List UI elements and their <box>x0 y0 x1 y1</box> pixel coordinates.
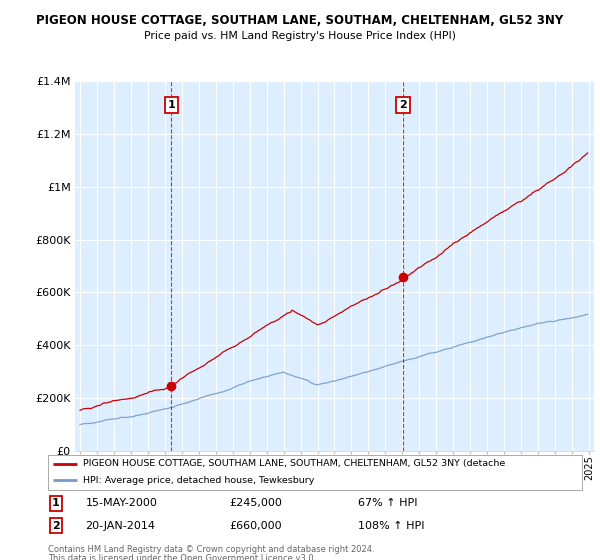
Text: 15-MAY-2000: 15-MAY-2000 <box>85 498 157 508</box>
Text: £660,000: £660,000 <box>230 521 282 530</box>
Text: 2: 2 <box>399 100 407 110</box>
Text: 20-JAN-2014: 20-JAN-2014 <box>85 521 155 530</box>
Text: PIGEON HOUSE COTTAGE, SOUTHAM LANE, SOUTHAM, CHELTENHAM, GL52 3NY: PIGEON HOUSE COTTAGE, SOUTHAM LANE, SOUT… <box>37 14 563 27</box>
Text: Contains HM Land Registry data © Crown copyright and database right 2024.: Contains HM Land Registry data © Crown c… <box>48 545 374 554</box>
Text: 1: 1 <box>52 498 60 508</box>
Text: 67% ↑ HPI: 67% ↑ HPI <box>358 498 417 508</box>
Text: PIGEON HOUSE COTTAGE, SOUTHAM LANE, SOUTHAM, CHELTENHAM, GL52 3NY (detache: PIGEON HOUSE COTTAGE, SOUTHAM LANE, SOUT… <box>83 459 505 469</box>
Bar <box>171 81 403 451</box>
Text: 2: 2 <box>52 521 60 530</box>
Text: 108% ↑ HPI: 108% ↑ HPI <box>358 521 424 530</box>
Text: Price paid vs. HM Land Registry's House Price Index (HPI): Price paid vs. HM Land Registry's House … <box>144 31 456 41</box>
Text: HPI: Average price, detached house, Tewkesbury: HPI: Average price, detached house, Tewk… <box>83 476 314 485</box>
Text: 1: 1 <box>167 100 175 110</box>
Text: This data is licensed under the Open Government Licence v3.0.: This data is licensed under the Open Gov… <box>48 554 316 560</box>
Text: £245,000: £245,000 <box>230 498 283 508</box>
